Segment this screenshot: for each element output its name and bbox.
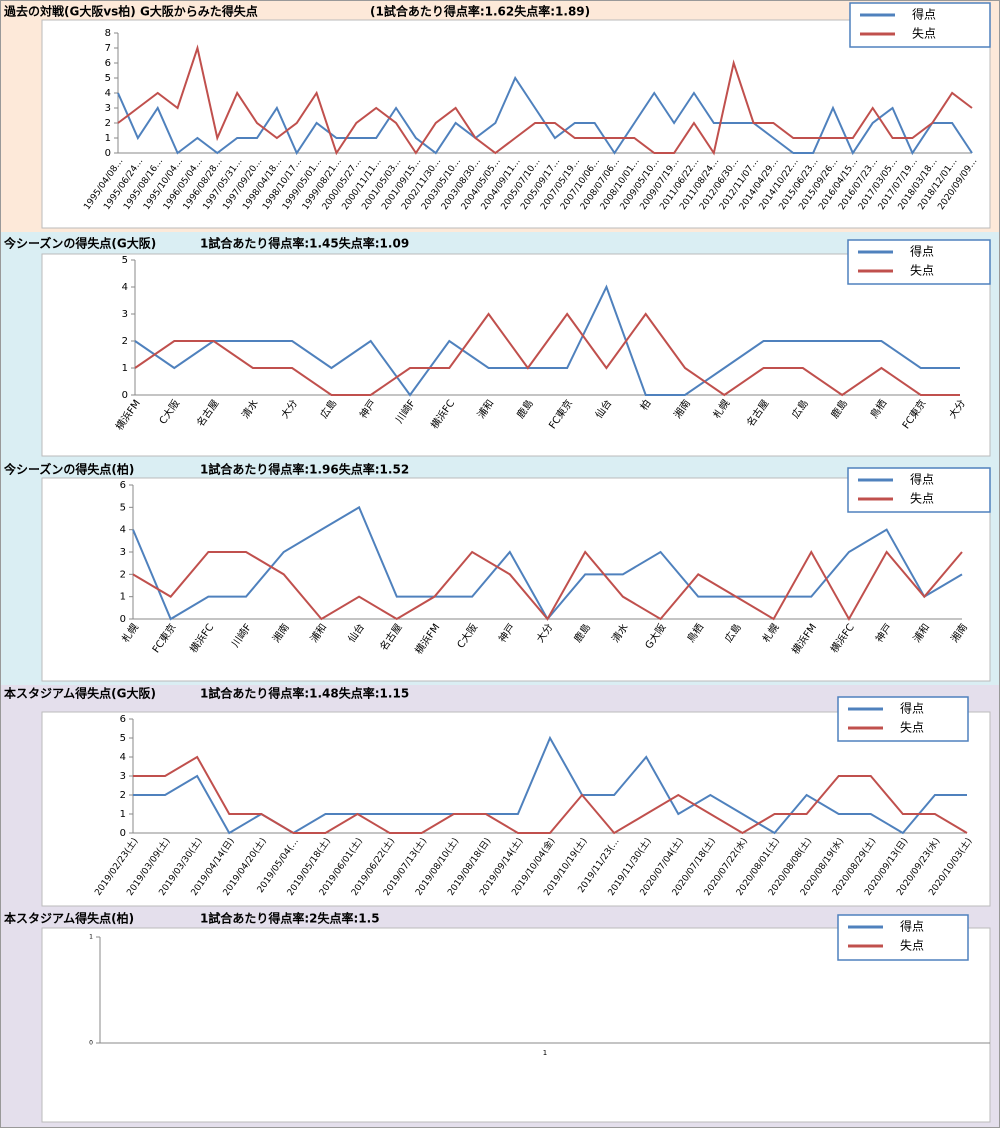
legend-box bbox=[847, 467, 991, 513]
y-tick-label: 4 bbox=[122, 282, 128, 293]
y-tick-label: 7 bbox=[105, 43, 111, 54]
y-tick-label: 2 bbox=[105, 118, 111, 129]
chart-area bbox=[41, 19, 991, 229]
y-tick-label: 3 bbox=[105, 103, 111, 114]
series-line bbox=[134, 284, 960, 397]
series-line bbox=[134, 312, 960, 397]
y-tick-label: 8 bbox=[105, 28, 111, 39]
chart-subtitle: 1試合あたり得点率:2失点率:1.5 bbox=[200, 911, 380, 926]
legend-box bbox=[837, 696, 969, 742]
y-tick-label: 0 bbox=[122, 390, 128, 401]
legend-label: 得点 bbox=[912, 7, 936, 22]
y-tick-label: 3 bbox=[122, 309, 128, 320]
y-tick-label: 0 bbox=[105, 148, 111, 159]
y-tick-label: 5 bbox=[120, 502, 126, 513]
y-tick-label: 1 bbox=[120, 592, 126, 603]
y-tick-label: 4 bbox=[105, 88, 111, 99]
chart-title: 本スタジアム得失点(柏) bbox=[4, 911, 134, 926]
chart-area bbox=[41, 253, 991, 457]
y-tick-label: 4 bbox=[120, 752, 126, 763]
y-tick-label: 0 bbox=[120, 828, 126, 839]
y-tick-label: 4 bbox=[120, 525, 126, 536]
chart-subtitle: (1試合あたり得点率:1.62失点率:1.89) bbox=[370, 4, 590, 19]
y-tick-label: 3 bbox=[120, 547, 126, 558]
y-tick-label: 0 bbox=[89, 1040, 93, 1047]
y-tick-label: 5 bbox=[120, 733, 126, 744]
chart-subtitle: 1試合あたり得点率:1.48失点率:1.15 bbox=[200, 686, 409, 701]
legend-label: 失点 bbox=[910, 263, 934, 278]
y-tick-label: 5 bbox=[122, 255, 128, 266]
y-tick-label: 6 bbox=[105, 58, 111, 69]
x-tick-label: 1 bbox=[543, 1049, 547, 1057]
y-tick-label: 2 bbox=[120, 790, 126, 801]
y-tick-label: 1 bbox=[122, 363, 128, 374]
legend-label: 失点 bbox=[910, 491, 934, 506]
legend-label: 得点 bbox=[900, 701, 924, 716]
chart-title: 今シーズンの得失点(G大阪) bbox=[3, 236, 156, 251]
chart-title: 過去の対戦(G大阪vs柏) G大阪からみた得失点 bbox=[3, 4, 258, 19]
chart-title: 本スタジアム得失点(G大阪) bbox=[4, 686, 156, 701]
legend-box bbox=[849, 2, 991, 48]
series-line bbox=[132, 549, 963, 622]
y-tick-label: 6 bbox=[120, 714, 126, 725]
chart-title: 今シーズンの得失点(柏) bbox=[3, 462, 134, 477]
y-tick-label: 1 bbox=[120, 809, 126, 820]
chart-area bbox=[41, 927, 991, 1123]
legend-label: 失点 bbox=[912, 26, 936, 41]
legend-label: 得点 bbox=[900, 919, 924, 934]
chart-subtitle: 1試合あたり得点率:1.96失点率:1.52 bbox=[200, 462, 409, 477]
y-tick-label: 5 bbox=[105, 73, 111, 84]
chart-area bbox=[41, 477, 991, 682]
y-tick-label: 1 bbox=[105, 133, 111, 144]
legend-box bbox=[837, 914, 969, 961]
legend-box bbox=[847, 239, 991, 285]
legend-label: 失点 bbox=[900, 938, 924, 953]
series-line bbox=[133, 755, 968, 835]
y-tick-label: 2 bbox=[122, 336, 128, 347]
y-tick-label: 3 bbox=[120, 771, 126, 782]
legend-label: 得点 bbox=[910, 244, 934, 259]
y-tick-label: 1 bbox=[89, 934, 93, 941]
y-tick-label: 0 bbox=[120, 614, 126, 625]
legend-label: 失点 bbox=[900, 720, 924, 735]
y-tick-label: 2 bbox=[120, 569, 126, 580]
series-line bbox=[117, 44, 973, 156]
legend-label: 得点 bbox=[910, 472, 934, 487]
y-tick-label: 6 bbox=[120, 480, 126, 491]
chart-subtitle: 1試合あたり得点率:1.45失点率:1.09 bbox=[200, 236, 409, 251]
